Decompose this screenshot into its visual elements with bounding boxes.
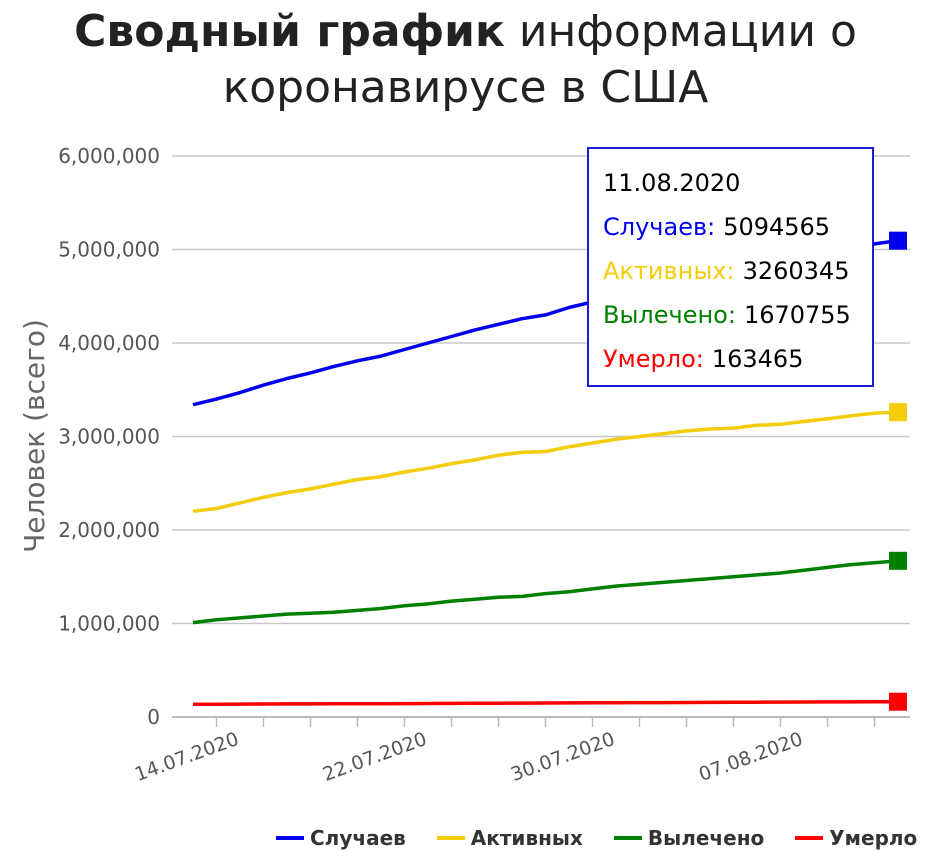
- tooltip-value-recovered: 1670755: [743, 301, 851, 329]
- legend-item-recovered[interactable]: Вылечено: [613, 826, 765, 850]
- tooltip-row-deaths: Умерло: 163465: [603, 339, 872, 383]
- series-line-2: [192, 559, 899, 625]
- tooltip-row-recovered: Вылечено: 1670755: [603, 295, 872, 339]
- chart-title-bold: Сводный график: [74, 6, 505, 57]
- x-tick-label: 30.07.2020: [508, 728, 618, 786]
- series-end-marker-3: [889, 692, 907, 711]
- legend-item-active[interactable]: Активных: [436, 826, 583, 850]
- legend-label-deaths: Умерло: [829, 826, 918, 850]
- tooltip-row-cases: Случаев: 5094565: [603, 207, 872, 251]
- series-line-3: [192, 699, 899, 707]
- tooltip-label-deaths: Умерло:: [603, 345, 704, 373]
- series-end-marker-2: [889, 551, 907, 570]
- legend-swatch-active: [436, 835, 465, 840]
- y-tick-label: 3,000,000: [58, 425, 160, 449]
- y-axis-label: Человек (всего): [18, 319, 51, 553]
- y-tick-label: 0: [147, 705, 160, 729]
- series-end-marker-0: [889, 231, 907, 250]
- tooltip-label-recovered: Вылечено:: [603, 301, 736, 329]
- legend-label-recovered: Вылечено: [647, 826, 765, 850]
- tooltip-row-active: Активных: 3260345: [603, 251, 872, 295]
- tooltip-label-cases: Случаев:: [603, 213, 716, 241]
- x-tick-label: 14.07.2020: [132, 728, 242, 786]
- legend-item-deaths[interactable]: Умерло: [795, 826, 917, 850]
- chart-legend: Случаев Активных Вылечено Умерло: [276, 826, 917, 854]
- tooltip-value-deaths: 163465: [711, 345, 804, 373]
- y-tick-label: 1,000,000: [58, 612, 160, 636]
- y-tick-label: 4,000,000: [58, 331, 160, 355]
- legend-swatch-recovered: [613, 835, 642, 840]
- legend-swatch-cases: [276, 835, 304, 840]
- legend-item-cases[interactable]: Случаев: [276, 826, 406, 850]
- x-tick-label: 07.08.2020: [696, 728, 806, 786]
- series-line-1: [192, 410, 899, 514]
- tooltip-date: 11.08.2020: [603, 169, 741, 197]
- x-tick-label: 22.07.2020: [320, 728, 430, 786]
- y-tick-label: 6,000,000: [58, 144, 160, 168]
- legend-label-active: Активных: [470, 826, 583, 850]
- legend-swatch-deaths: [795, 835, 824, 840]
- chart-title-rest: информации о коронавирусе в США: [222, 6, 857, 113]
- chart-tooltip: 11.08.2020 Случаев: 5094565 Активных: 3260…: [587, 147, 874, 387]
- tooltip-label-active: Активных:: [603, 257, 735, 285]
- tooltip-value-active: 3260345: [742, 257, 850, 285]
- chart-title: Сводный график информации о коронавирусе…: [0, 4, 931, 116]
- tooltip-value-cases: 5094565: [723, 213, 831, 241]
- series-end-marker-1: [889, 403, 907, 422]
- legend-label-cases: Случаев: [310, 826, 406, 850]
- y-tick-label: 5,000,000: [58, 238, 160, 262]
- y-tick-label: 2,000,000: [58, 518, 160, 542]
